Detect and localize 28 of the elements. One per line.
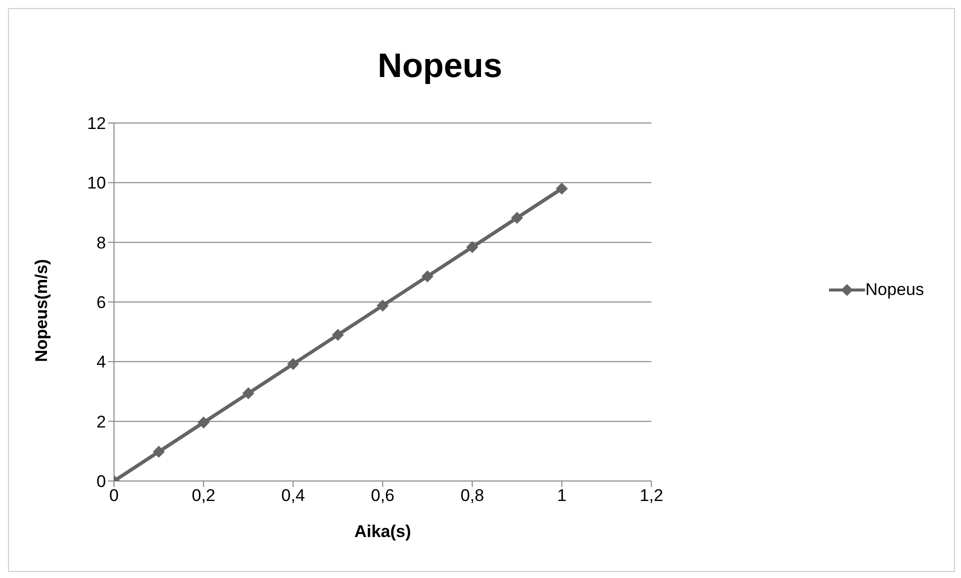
point bbox=[332, 328, 344, 341]
point bbox=[242, 387, 254, 400]
x-tick-label: 1,2 bbox=[640, 486, 664, 506]
x-tick-label: 0,2 bbox=[192, 486, 216, 506]
x-axis-title: Aika(s) bbox=[354, 522, 412, 541]
x-tick-label: 1 bbox=[557, 486, 567, 506]
y-tick-label: 2 bbox=[96, 412, 106, 432]
point bbox=[376, 300, 389, 312]
legend-label: Nopeus bbox=[865, 280, 924, 300]
x-tick-label: 0,4 bbox=[281, 486, 305, 506]
point bbox=[198, 416, 210, 429]
chart-title: Nopeus bbox=[376, 47, 504, 86]
y-tick-label: 4 bbox=[96, 352, 106, 372]
y-axis-title: Nopeus(m/s) bbox=[32, 259, 52, 362]
point bbox=[152, 446, 165, 458]
x-tick-label: 0 bbox=[109, 486, 119, 506]
y-tick-label: 0 bbox=[96, 472, 106, 492]
x-tick-label: 0,6 bbox=[370, 486, 395, 506]
point bbox=[466, 241, 478, 254]
y-tick-label: 10 bbox=[87, 174, 106, 193]
point bbox=[287, 358, 300, 370]
point bbox=[421, 270, 434, 282]
y-tick-label: 8 bbox=[96, 233, 106, 252]
y-tick-label: 6 bbox=[96, 293, 106, 312]
point bbox=[556, 182, 568, 195]
y-tick-label: 12 bbox=[87, 114, 106, 134]
point bbox=[511, 212, 524, 224]
x-tick-label: 0,8 bbox=[460, 486, 484, 506]
